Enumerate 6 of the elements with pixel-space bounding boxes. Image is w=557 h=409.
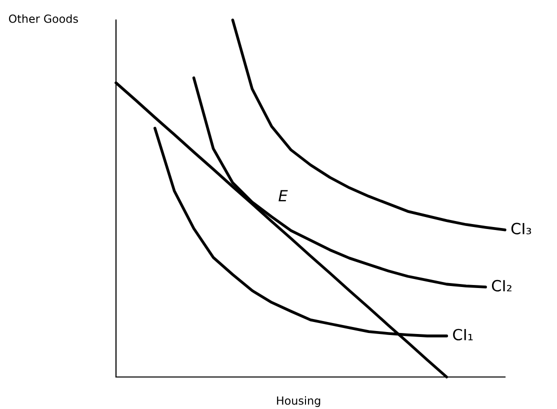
series-label: CI₁ xyxy=(453,328,473,340)
x-axis-title: Housing xyxy=(277,396,320,407)
series-label: CI₃ xyxy=(511,222,532,234)
y-axis-title: Other Goods xyxy=(8,14,78,23)
series-label: CI₂ xyxy=(492,280,512,292)
annotation: E xyxy=(278,190,288,202)
